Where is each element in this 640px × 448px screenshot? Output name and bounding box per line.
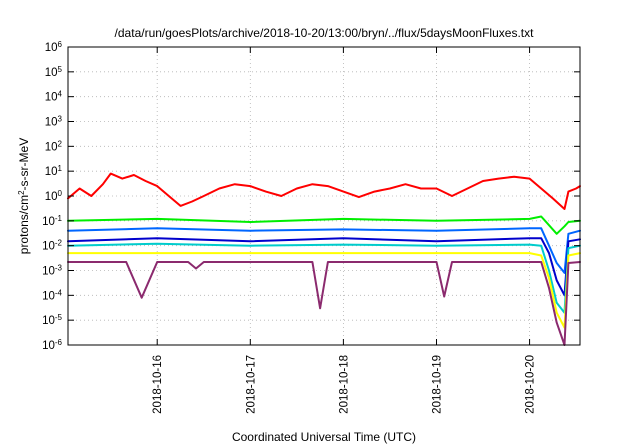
y-tick-label: 10-6 bbox=[42, 338, 62, 353]
y-tick-label: 10-5 bbox=[42, 313, 62, 328]
y-axis-label-post: -s-sr-MeV bbox=[17, 138, 31, 191]
y-axis-label: protons/cm2-s-sr-MeV bbox=[17, 138, 32, 254]
series-layer bbox=[67, 172, 581, 346]
series-line-7 bbox=[67, 261, 581, 346]
x-tick-label: 2018-10-18 bbox=[338, 355, 350, 414]
y-tick-label: 10-3 bbox=[42, 263, 62, 278]
chart-title: /data/run/goesPlots/archive/2018-10-20/1… bbox=[115, 26, 535, 40]
x-tick-label: 2018-10-16 bbox=[152, 355, 164, 414]
y-tick-label: 103 bbox=[45, 114, 63, 129]
y-tick-label: 106 bbox=[45, 40, 63, 55]
tick-layer: 10-6 10-5 10-4 10-3 10-2 10-1 100 101 102 103 104 1… bbox=[42, 40, 580, 414]
y-tick-label: 102 bbox=[45, 139, 63, 154]
y-tick-label: 10-4 bbox=[42, 288, 62, 303]
x-axis-label: Coordinated Universal Time (UTC) bbox=[232, 430, 416, 444]
x-tick-label: 2018-10-19 bbox=[431, 355, 443, 414]
series-line-3 bbox=[67, 227, 581, 274]
y-axis-label-pre: protons/cm bbox=[17, 195, 31, 254]
y-axis-label-sup: 2 bbox=[17, 190, 26, 195]
y-tick-label: 10-1 bbox=[42, 213, 62, 228]
y-tick-label: 101 bbox=[45, 164, 63, 179]
series-line-2 bbox=[67, 215, 581, 235]
x-tick-label: 2018-10-17 bbox=[245, 355, 257, 414]
x-tick-label: 2018-10-20 bbox=[525, 355, 537, 414]
series-line-1 bbox=[67, 172, 581, 210]
y-tick-label: 10-2 bbox=[42, 238, 62, 253]
y-tick-label: 100 bbox=[45, 189, 63, 204]
y-tick-label: 104 bbox=[45, 89, 63, 104]
y-tick-label: 105 bbox=[45, 64, 63, 79]
